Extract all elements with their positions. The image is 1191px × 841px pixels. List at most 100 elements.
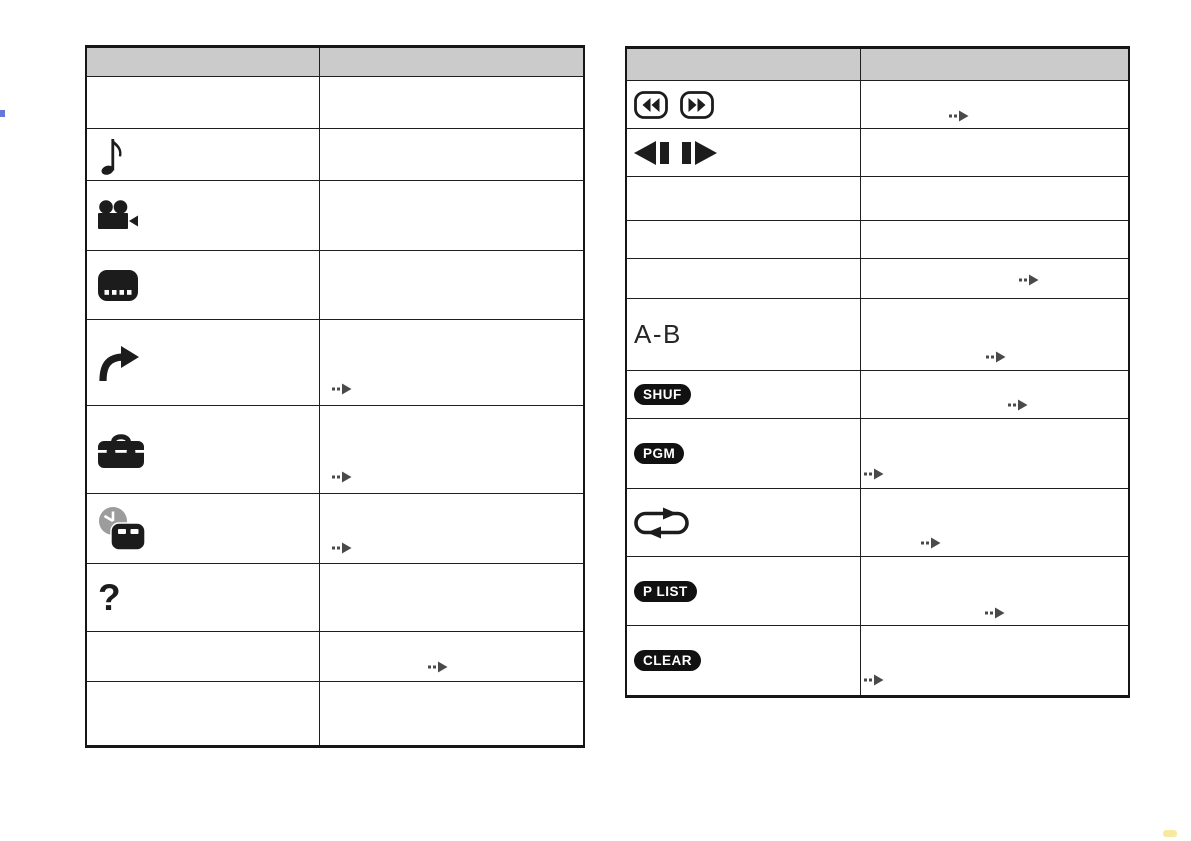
description-cell [320, 320, 583, 405]
right-reference-table: A-B SHUF PGM [625, 46, 1130, 698]
music-note-icon [98, 133, 126, 177]
cross-reference-arrow-icon [864, 674, 884, 686]
table-row [87, 493, 583, 563]
scan-buttons-cell [627, 81, 862, 128]
description-cell [861, 259, 1128, 298]
blank-description-cell [320, 251, 583, 319]
shuf-badge: SHUF [634, 384, 691, 405]
clear-badge: CLEAR [634, 650, 701, 671]
blank-button-cell [627, 259, 862, 298]
blank-description-cell [861, 129, 1128, 176]
description-cell [861, 419, 1128, 488]
table-row [87, 180, 583, 250]
cross-reference-arrow-icon [1019, 274, 1039, 286]
blank-description-cell [861, 177, 1128, 220]
subtitle-screen-icon [98, 269, 138, 301]
left-header-col1 [87, 48, 321, 76]
description-cell [320, 494, 583, 563]
blank-description-cell [320, 181, 583, 250]
left-header-col2 [320, 48, 583, 76]
cross-reference-arrow-icon [428, 661, 448, 673]
audio-button-cell [87, 129, 321, 180]
right-header-col2 [861, 49, 1128, 80]
description-cell [861, 81, 1128, 128]
blank-description-cell [320, 129, 583, 180]
table-row [627, 220, 1128, 258]
table-row [87, 405, 583, 493]
cross-reference-arrow-icon [921, 537, 941, 549]
clear-button-cell: CLEAR [627, 626, 862, 695]
table-row [627, 488, 1128, 556]
table-row [87, 128, 583, 180]
table-row [627, 80, 1128, 128]
description-cell [861, 371, 1128, 418]
table-row [627, 128, 1128, 176]
blank-button-cell [627, 177, 862, 220]
cross-reference-arrow-icon [332, 471, 352, 483]
cross-reference-arrow-icon [1008, 399, 1028, 411]
table-row: ? [87, 563, 583, 631]
fastforward-button-icon [680, 90, 714, 119]
ab-repeat-button-cell: A-B [627, 299, 862, 370]
repeat-loop-icon [634, 506, 690, 539]
cross-reference-arrow-icon [864, 468, 884, 480]
blank-description-cell [320, 77, 583, 128]
table-row [87, 319, 583, 405]
table-row: CLEAR [627, 625, 1128, 695]
step-buttons-cell [627, 129, 862, 176]
description-cell [861, 489, 1128, 556]
program-button-cell: PGM [627, 419, 862, 488]
right-table-header-row [627, 49, 1128, 80]
table-row [87, 250, 583, 319]
blank-description-cell [320, 564, 583, 631]
cross-reference-arrow-icon [332, 383, 352, 395]
blank-button-cell [87, 632, 321, 681]
description-cell [861, 626, 1128, 695]
table-row: P LIST [627, 556, 1128, 625]
description-cell [861, 299, 1128, 370]
description-cell [861, 557, 1128, 625]
blank-description-cell [861, 221, 1128, 258]
cross-reference-arrow-icon [949, 110, 969, 122]
blank-description-cell [320, 682, 583, 745]
description-cell [320, 632, 583, 681]
table-row [87, 631, 583, 681]
blank-button-cell [87, 682, 321, 745]
rewind-button-icon [634, 90, 668, 119]
blank-button-cell [87, 77, 321, 128]
video-camera-icon [98, 199, 140, 232]
table-row [627, 176, 1128, 220]
table-row [627, 258, 1128, 298]
cross-reference-arrow-icon [332, 542, 352, 554]
shuffle-button-cell: SHUF [627, 371, 862, 418]
help-button-cell: ? [87, 564, 321, 631]
table-row: A-B [627, 298, 1128, 370]
curved-arrow-icon [98, 343, 140, 382]
description-cell [320, 406, 583, 493]
a-b-label: A-B [634, 319, 682, 349]
cross-reference-arrow-icon [985, 607, 1005, 619]
table-row: PGM [627, 418, 1128, 488]
repeat-button-cell [627, 489, 862, 556]
blank-button-cell [627, 221, 862, 258]
table-row: SHUF [627, 370, 1128, 418]
pgm-badge: PGM [634, 443, 685, 464]
angle-button-cell [87, 181, 321, 250]
subtitle-button-cell [87, 251, 321, 319]
question-mark-icon: ? [98, 576, 121, 618]
right-header-col1 [627, 49, 862, 80]
cross-reference-arrow-icon [986, 351, 1006, 363]
disc-clock-icon [98, 506, 146, 552]
setup-button-cell [87, 406, 321, 493]
scan-edge-mark [0, 110, 5, 117]
advance-button-cell [87, 320, 321, 405]
p-list-badge: P LIST [634, 580, 697, 602]
step-backward-forward-icons [634, 140, 722, 166]
time-display-button-cell [87, 494, 321, 563]
table-row [87, 76, 583, 128]
playlist-button-cell: P LIST [627, 557, 862, 625]
scan-corner-speck [1163, 830, 1177, 837]
left-reference-table: ? [85, 45, 585, 748]
left-table-header-row [87, 48, 583, 76]
toolbox-icon [98, 431, 144, 469]
